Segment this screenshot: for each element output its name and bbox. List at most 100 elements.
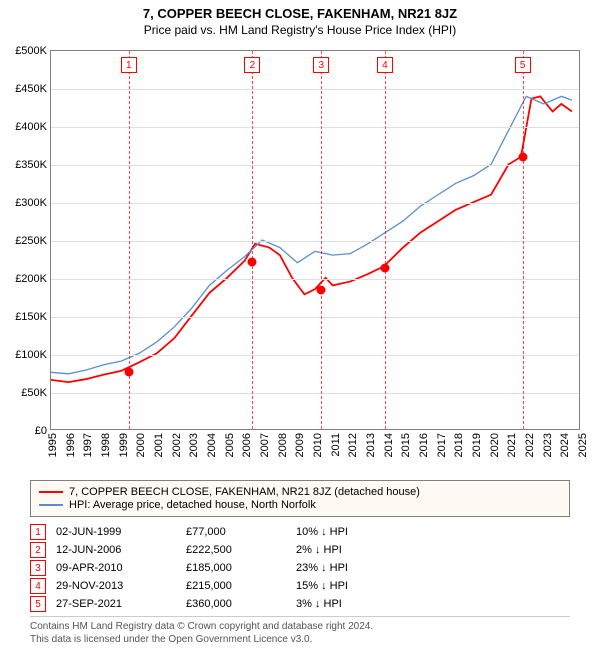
x-axis-label: 2003 [188, 433, 200, 457]
x-axis-label: 2010 [312, 433, 324, 457]
sale-marker-badge: 4 [377, 57, 393, 73]
sale-number-badge: 2 [30, 542, 46, 558]
x-axis-label: 1998 [100, 433, 112, 457]
y-axis-label: £400K [15, 121, 47, 133]
x-axis-label: 2018 [453, 433, 465, 457]
sale-marker-line [252, 51, 253, 429]
sale-price: £360,000 [186, 598, 286, 610]
sale-dot [248, 257, 257, 266]
x-axis-label: 2011 [330, 433, 342, 457]
x-axis-label: 2012 [347, 433, 359, 457]
gridline [51, 89, 579, 90]
y-axis-label: £450K [15, 83, 47, 95]
gridline [51, 393, 579, 394]
sale-marker-line [385, 51, 386, 429]
sales-row: 5 27-SEP-2021 £360,000 3% ↓ HPI [30, 596, 570, 612]
x-axis-label: 2007 [259, 433, 271, 457]
y-axis-label: £500K [15, 45, 47, 57]
sale-date: 27-SEP-2021 [56, 598, 176, 610]
gridline [51, 127, 579, 128]
chart-subtitle: Price paid vs. HM Land Registry's House … [0, 23, 600, 37]
sales-row: 1 02-JUN-1999 £77,000 10% ↓ HPI [30, 524, 570, 540]
sale-marker-line [321, 51, 322, 429]
x-axis-label: 2024 [559, 433, 571, 457]
y-axis-label: £350K [15, 159, 47, 171]
x-axis-label: 2013 [365, 433, 377, 457]
sale-price: £222,500 [186, 544, 286, 556]
x-axis-label: 1997 [82, 433, 94, 457]
x-axis-label: 1996 [65, 433, 77, 457]
sale-marker-badge: 5 [515, 57, 531, 73]
sale-marker-badge: 3 [313, 57, 329, 73]
legend-row: HPI: Average price, detached house, Nort… [39, 499, 561, 511]
sale-delta: 10% ↓ HPI [296, 526, 396, 538]
chart-footer: Contains HM Land Registry data © Crown c… [30, 616, 570, 646]
x-axis-label: 2008 [277, 433, 289, 457]
legend-label-hpi: HPI: Average price, detached house, Nort… [69, 499, 316, 511]
legend-swatch-hpi [39, 504, 63, 506]
y-axis-label: £0 [35, 425, 47, 437]
x-axis-label: 2014 [383, 433, 395, 457]
legend-box: 7, COPPER BEECH CLOSE, FAKENHAM, NR21 8J… [30, 480, 570, 517]
x-axis-label: 2009 [294, 433, 306, 457]
gridline [51, 241, 579, 242]
gridline [51, 203, 579, 204]
y-axis-label: £250K [15, 235, 47, 247]
x-axis-label: 2020 [489, 433, 501, 457]
legend-swatch-price [39, 491, 63, 493]
sale-number-badge: 4 [30, 578, 46, 594]
sale-number-badge: 1 [30, 524, 46, 540]
gridline [51, 279, 579, 280]
gridline [51, 165, 579, 166]
x-axis-label: 2021 [506, 433, 518, 457]
sale-delta: 2% ↓ HPI [296, 544, 396, 556]
sale-price: £77,000 [186, 526, 286, 538]
sale-dot [124, 368, 133, 377]
x-axis-label: 1999 [118, 433, 130, 457]
gridline [51, 355, 579, 356]
sales-row: 4 29-NOV-2013 £215,000 15% ↓ HPI [30, 578, 570, 594]
sales-row: 2 12-JUN-2006 £222,500 2% ↓ HPI [30, 542, 570, 558]
sale-date: 29-NOV-2013 [56, 580, 176, 592]
x-axis-label: 1995 [47, 433, 59, 457]
sale-dot [518, 153, 527, 162]
chart-title: 7, COPPER BEECH CLOSE, FAKENHAM, NR21 8J… [0, 6, 600, 21]
sale-delta: 15% ↓ HPI [296, 580, 396, 592]
x-axis-label: 2022 [524, 433, 536, 457]
x-axis-label: 2001 [153, 433, 165, 457]
sale-marker-badge: 1 [121, 57, 137, 73]
x-axis-label: 2023 [542, 433, 554, 457]
sale-marker-badge: 2 [244, 57, 260, 73]
x-axis-label: 2005 [224, 433, 236, 457]
y-axis-label: £50K [21, 387, 47, 399]
legend-row: 7, COPPER BEECH CLOSE, FAKENHAM, NR21 8J… [39, 486, 561, 498]
sale-delta: 3% ↓ HPI [296, 598, 396, 610]
sale-dot [380, 263, 389, 272]
y-axis-label: £300K [15, 197, 47, 209]
sale-marker-line [523, 51, 524, 429]
price-chart: £0£50K£100K£150K£200K£250K£300K£350K£400… [50, 50, 580, 430]
y-axis-label: £150K [15, 311, 47, 323]
x-axis-label: 2004 [206, 433, 218, 457]
footer-line1: Contains HM Land Registry data © Crown c… [30, 620, 570, 633]
x-axis-label: 2017 [436, 433, 448, 457]
sales-table: 1 02-JUN-1999 £77,000 10% ↓ HPI 2 12-JUN-2006… [30, 522, 570, 614]
sale-date: 12-JUN-2006 [56, 544, 176, 556]
legend-label-price: 7, COPPER BEECH CLOSE, FAKENHAM, NR21 8J… [69, 486, 420, 498]
x-axis-label: 2000 [135, 433, 147, 457]
sale-number-badge: 3 [30, 560, 46, 576]
y-axis-label: £100K [15, 349, 47, 361]
x-axis-label: 2019 [471, 433, 483, 457]
footer-line2: This data is licensed under the Open Gov… [30, 633, 570, 646]
sale-date: 09-APR-2010 [56, 562, 176, 574]
sales-row: 309-APR-2010£185,00023% ↓ HPI [30, 560, 570, 576]
y-axis-label: £200K [15, 273, 47, 285]
sale-number-badge: 5 [30, 596, 46, 612]
sale-date: 02-JUN-1999 [56, 526, 176, 538]
x-axis-label: 2006 [241, 433, 253, 457]
gridline [51, 317, 579, 318]
sale-dot [317, 286, 326, 295]
sale-price: £215,000 [186, 580, 286, 592]
x-axis-label: 2025 [577, 433, 589, 457]
sale-delta: 23% ↓ HPI [296, 562, 396, 574]
